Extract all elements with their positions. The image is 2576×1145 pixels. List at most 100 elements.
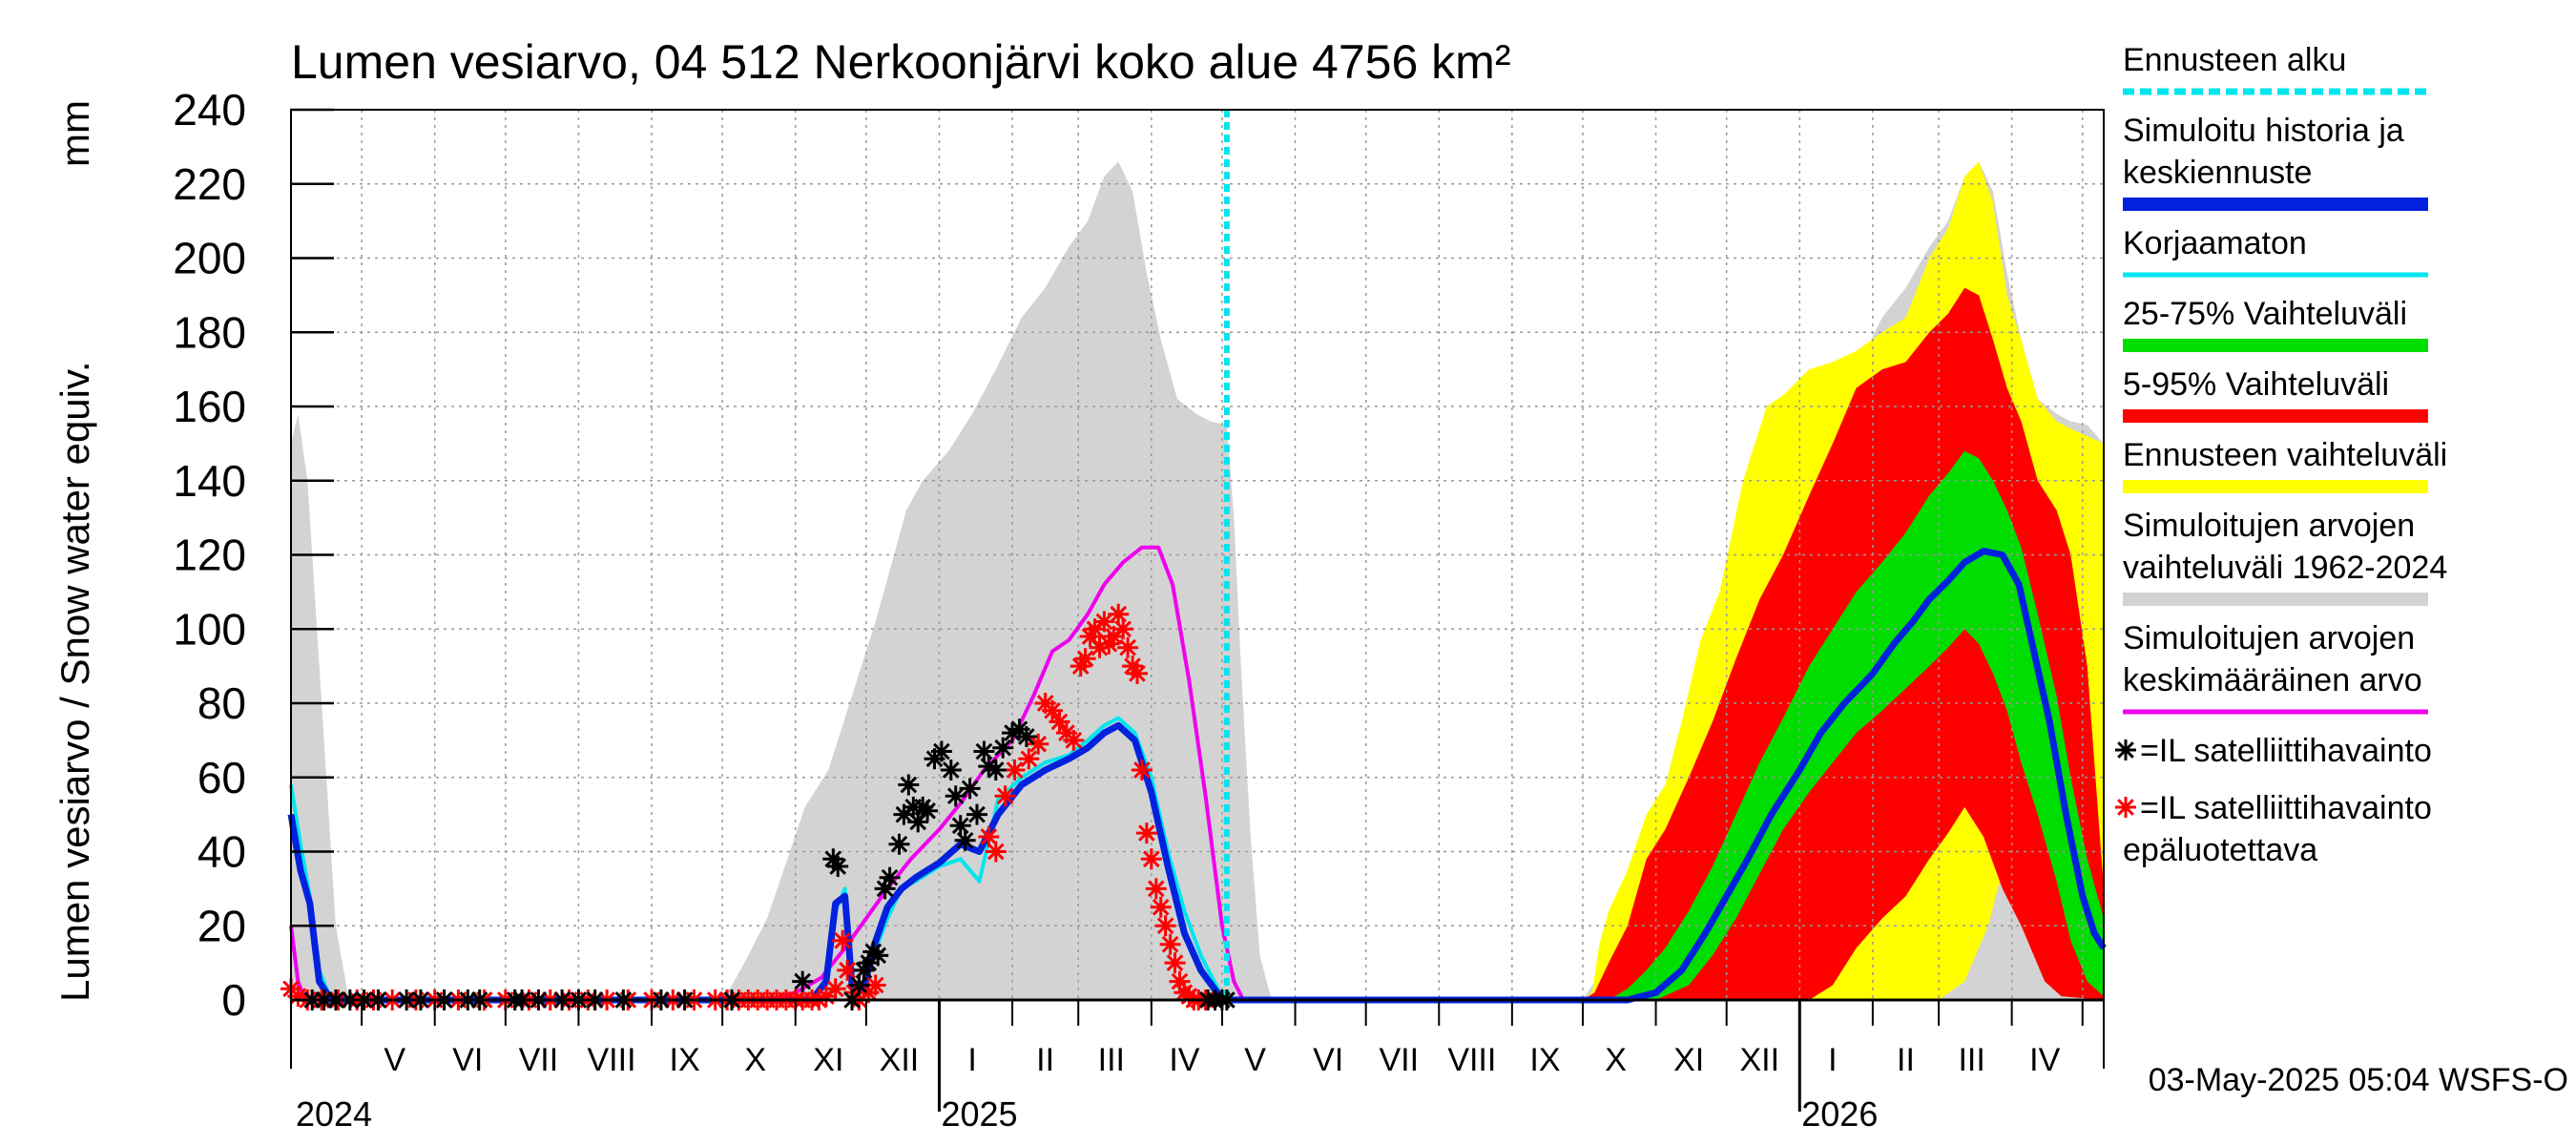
legend-label: Simuloitu historia ja [2123,113,2404,149]
observation-reliable-marker [867,945,889,967]
x-year-label: 2025 [941,1094,1017,1134]
y-tick-label: 40 [197,827,246,877]
legend-label: Simuloitujen arvojen [2123,620,2415,656]
x-month-label: XII [880,1042,920,1078]
legend-label: Simuloitujen arvojen [2123,508,2415,544]
legend-label: vaihteluväli 1962-2024 [2123,550,2447,586]
legend-label: =IL satelliittihavainto [2140,790,2432,826]
y-axis-title: Lumen vesiarvo / Snow water equiv. mm [52,100,97,1002]
legend-item-6: Simuloitujen arvojen vaihteluväli 1962-20… [2123,508,2447,606]
x-year-label: 2026 [1801,1094,1878,1134]
legend-label: Korjaamaton [2123,225,2307,261]
legend-marker-symbol [2115,739,2136,760]
observation-unreliable-marker [1103,626,1125,647]
observation-unreliable-marker [985,841,1007,863]
observation-unreliable-marker [815,986,837,1008]
observation-reliable-marker [848,974,870,996]
footer-timestamp: 03-May-2025 05:04 WSFS-O [2149,1062,2568,1098]
observation-unreliable-marker [1145,878,1167,900]
legend-item-3: 25-75% Vaihteluväli [2123,296,2428,352]
observation-reliable-marker [853,959,875,981]
legend-item-2: Korjaamaton [2123,225,2428,278]
observation-reliable-marker [940,760,962,781]
observation-unreliable-marker [1070,656,1091,677]
observation-unreliable-marker [864,974,886,996]
x-month-label: VII [1379,1042,1419,1078]
observation-reliable-marker [792,970,814,992]
legend-item-1: Simuloitu historia ja keskiennuste [2123,113,2428,211]
observation-unreliable-marker [1112,618,1134,640]
band-0 [291,161,2104,1000]
y-tick-label: 160 [173,382,246,431]
observation-reliable-marker [907,811,929,833]
observation-reliable-marker [973,740,995,762]
observation-reliable-marker [949,815,971,837]
x-month-label: I [1828,1042,1837,1078]
observation-unreliable-marker [1098,633,1120,655]
y-axis: 0 20 40 60 80 100 120 140 160 180 200 220 240 [173,85,334,1025]
observation-unreliable-marker [1164,952,1186,974]
observation-reliable-marker [985,760,1007,781]
chart-title: Lumen vesiarvo, 04 512 Nerkoonjärvi koko… [291,35,1510,89]
observation-reliable-marker [930,740,952,762]
observation-unreliable-marker [837,959,859,981]
legend-item-8: =IL satelliittihavainto [2140,733,2432,769]
observation-unreliable-marker [832,929,854,951]
x-month-label: II [1036,1042,1054,1078]
observation-unreliable-marker [1108,603,1130,625]
legend-item-7: Simuloitujen arvojen keskimääräinen arvo [2123,620,2428,715]
y-tick-label: 180 [173,307,246,357]
legend-label: keskiennuste [2123,155,2312,191]
x-month-label: III [1958,1042,1984,1078]
observation-unreliable-marker [1074,648,1096,670]
band-3 [1583,450,2104,1001]
legend-item-5: Ennusteen vaihteluväli [2123,437,2447,493]
observation-reliable-marker [978,756,1000,778]
x-month-label: II [1897,1042,1915,1078]
x-month-label: III [1098,1042,1125,1078]
observation-unreliable-marker [1042,699,1063,721]
observation-unreliable-marker [1150,896,1172,918]
y-axis-unit: mm [52,100,97,167]
x-month-label: IX [1529,1042,1560,1078]
observation-reliable-marker [893,803,915,825]
observation-reliable-marker [874,878,896,900]
legend-item-4: 5-95% Vaihteluväli [2123,366,2428,423]
observation-unreliable-marker [994,785,1016,807]
y-tick-label: 240 [173,85,246,135]
y-tick-label: 120 [173,531,246,580]
observation-unreliable-marker [1169,970,1191,992]
observation-unreliable-marker [843,982,865,1004]
observation-reliable-marker [954,829,976,851]
legend-label: Ennusteen vaihteluväli [2123,437,2447,473]
legend-marker-symbol [2115,797,2136,818]
observation-reliable-marker [827,856,849,877]
observation-unreliable-marker [1018,748,1040,770]
observation-unreliable-marker [287,986,309,1008]
x-month-label: VIII [1447,1042,1496,1078]
x-month-label: V [384,1042,405,1078]
x-month-label: IV [1169,1042,1199,1078]
legend: Ennusteen alku Simuloitu historia ja keski… [2123,42,2447,868]
x-axis: V VI VII VIII IX X XI XII I II III IV V VI VII VIII IX X X… [296,1000,2084,1134]
x-month-label: I [967,1042,976,1078]
observation-reliable-marker [945,785,966,807]
observation-reliable-marker [822,848,844,870]
x-month-label: XI [1673,1042,1704,1078]
observation-reliable-marker [1015,726,1037,747]
observation-unreliable-marker [1122,656,1144,677]
legend-label: 5-95% Vaihteluväli [2123,366,2389,403]
legend-label: 25-75% Vaihteluväli [2123,296,2407,332]
observation-unreliable-marker [1063,729,1085,751]
observation-unreliable-marker [1131,760,1153,781]
legend-label: =IL satelliittihavainto [2140,733,2432,769]
y-tick-label: 200 [173,234,246,283]
legend-label: keskimääräinen arvo [2123,662,2422,698]
x-month-label: VI [1313,1042,1343,1078]
observation-reliable-marker [959,778,981,800]
observation-reliable-marker [879,866,901,888]
observation-reliable-marker [898,774,920,796]
legend-label: epäluotettava [2123,832,2317,868]
observation-unreliable-marker [1117,636,1139,658]
